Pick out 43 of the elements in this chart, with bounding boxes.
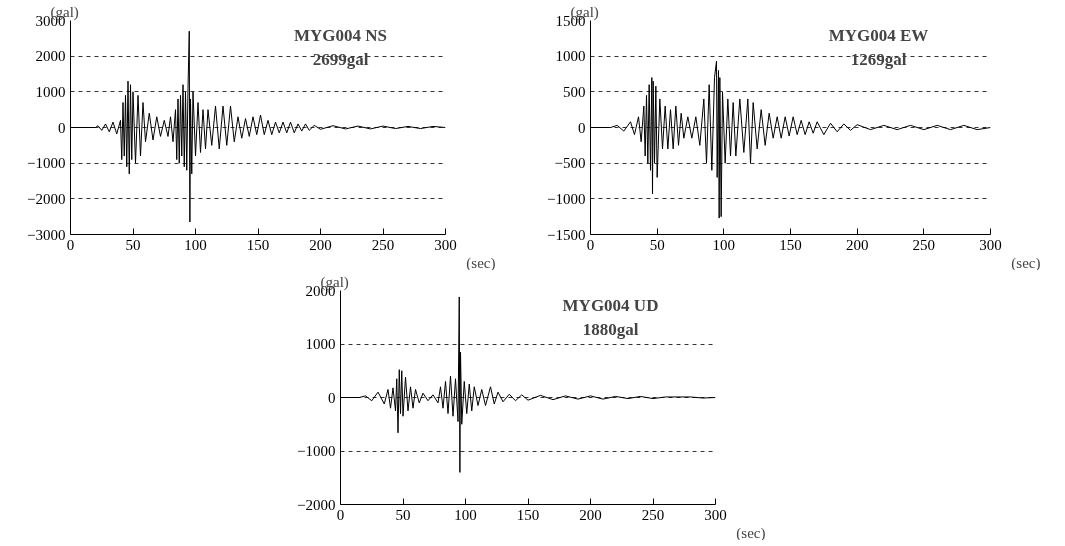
- annotation: 1880gal: [582, 319, 639, 339]
- y-tick-label: 1000: [35, 83, 66, 100]
- x-tick-label: 100: [454, 506, 477, 523]
- y-tick-label: −500: [554, 155, 586, 172]
- annotation: 1269gal: [850, 49, 907, 69]
- x-tick-label: 250: [641, 506, 665, 523]
- x-tick-label: 300: [434, 236, 457, 253]
- x-tick-label: 300: [979, 236, 1002, 253]
- y-tick-label: 500: [563, 83, 586, 100]
- y-tick-label: 0: [58, 119, 66, 136]
- y-tick-label: −1000: [297, 443, 336, 459]
- y-tick-label: −1500: [547, 226, 586, 243]
- y-tick-label: 2000: [35, 48, 66, 65]
- y-tick-label: 1000: [555, 48, 586, 65]
- y-tick-label: 0: [328, 389, 336, 406]
- y-tick-label: −3000: [27, 226, 66, 243]
- x-tick-label: 50: [395, 506, 411, 523]
- y-tick-label: 0: [578, 119, 586, 136]
- y-tick-label: −2000: [297, 496, 336, 513]
- x-tick-label: 200: [309, 236, 332, 253]
- x-tick-label: 50: [125, 236, 141, 253]
- annotation: MYG004 NS: [293, 25, 388, 45]
- y-tick-label: −2000: [27, 190, 66, 207]
- x-tick-label: 150: [516, 506, 540, 523]
- y-tick-label: −1000: [547, 190, 586, 207]
- x-tick-label: 250: [371, 236, 395, 253]
- y-tick-label: −1000: [27, 155, 66, 172]
- x-axis-title: (sec): [1011, 254, 1041, 272]
- x-tick-label: 300: [704, 506, 727, 523]
- x-tick-label: 150: [246, 236, 270, 253]
- x-tick-label: 100: [184, 236, 207, 253]
- annotation: MYG004 EW: [828, 25, 929, 45]
- x-axis-title: (sec): [466, 254, 496, 272]
- x-tick-label: 150: [779, 236, 802, 253]
- annotation: MYG004 UD: [562, 295, 659, 315]
- x-tick-label: 200: [845, 236, 869, 253]
- y-tick-label: 1000: [305, 336, 336, 352]
- x-tick-label: 100: [712, 236, 736, 253]
- x-axis-title: (sec): [736, 524, 766, 542]
- x-tick-label: 250: [912, 236, 936, 253]
- annotation: 2699gal: [312, 49, 369, 69]
- x-tick-label: 200: [579, 506, 602, 523]
- x-tick-label: 50: [649, 236, 665, 253]
